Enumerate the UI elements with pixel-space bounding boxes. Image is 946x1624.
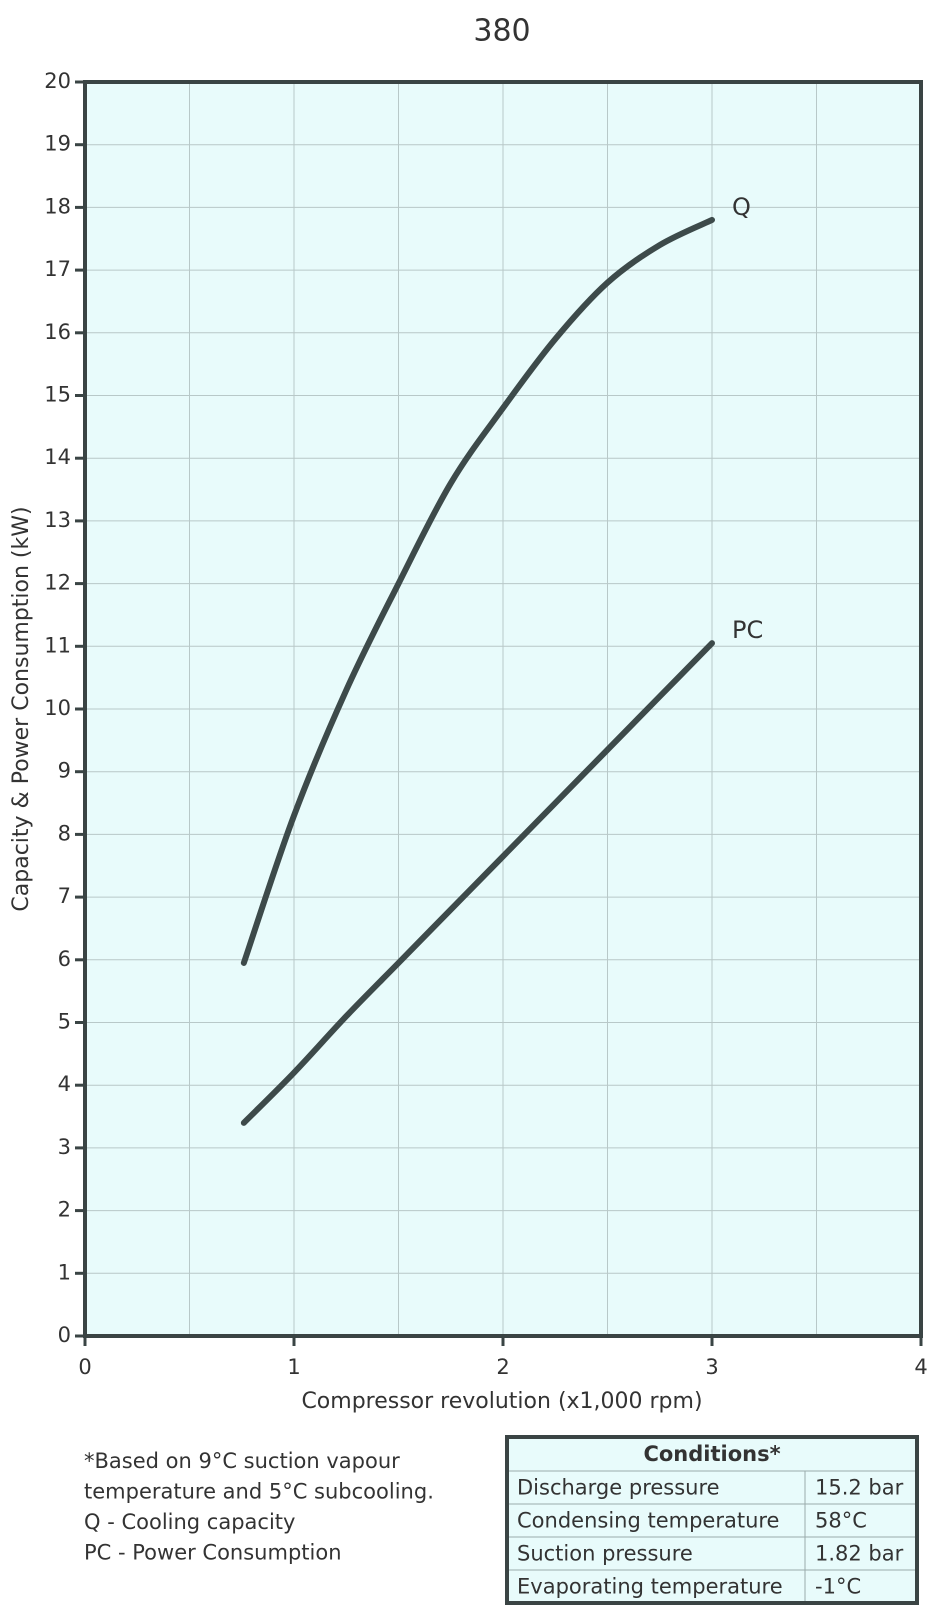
y-tick-label: 12 — [44, 571, 71, 595]
series-line — [240, 640, 715, 1126]
note-line: Q - Cooling capacity — [84, 1510, 295, 1534]
table-cell: 58°C — [815, 1509, 867, 1533]
y-tick-label: 6 — [58, 947, 71, 971]
table-cell: Evaporating temperature — [517, 1575, 783, 1599]
y-tick-label: 4 — [58, 1072, 71, 1096]
table-cell: 15.2 bar — [815, 1476, 904, 1500]
note-line: PC - Power Consumption — [84, 1541, 342, 1565]
x-tick-label: 4 — [914, 1355, 927, 1379]
series-label: PC — [732, 616, 763, 644]
x-tick-label: 0 — [78, 1355, 91, 1379]
chart-title: 380 — [473, 14, 530, 49]
table-background — [507, 1437, 917, 1603]
y-tick-label: 11 — [44, 633, 71, 657]
table-cell: Discharge pressure — [517, 1476, 720, 1500]
y-tick-label: 7 — [58, 884, 71, 908]
table-title: Conditions* — [643, 1442, 780, 1466]
y-tick-label: 9 — [58, 759, 71, 783]
y-tick-label: 10 — [44, 696, 71, 720]
series-label: Q — [732, 193, 751, 221]
x-tick-label: 1 — [287, 1355, 300, 1379]
y-tick-label: 5 — [58, 1010, 71, 1034]
x-tick-label: 3 — [705, 1355, 718, 1379]
table-cell: Condensing temperature — [517, 1509, 779, 1533]
note-line: temperature and 5°C subcooling. — [84, 1480, 434, 1504]
y-tick-label: 19 — [44, 132, 71, 156]
y-tick-label: 14 — [44, 445, 71, 469]
y-tick-label: 20 — [44, 69, 71, 93]
note-line: *Based on 9°C suction vapour — [84, 1449, 400, 1473]
y-tick-label: 1 — [58, 1260, 71, 1284]
y-tick-label: 18 — [44, 194, 71, 218]
y-tick-label: 3 — [58, 1135, 71, 1159]
y-tick-label: 13 — [44, 508, 71, 532]
y-axis-label: Capacity & Power Consumption (kW) — [9, 506, 34, 911]
y-tick-label: 8 — [58, 821, 71, 845]
table-cell: Suction pressure — [517, 1542, 693, 1566]
plot-frame — [83, 80, 923, 1338]
x-axis-label: Compressor revolution (x1,000 rpm) — [301, 1389, 702, 1414]
y-tick-label: 2 — [58, 1198, 71, 1222]
table-cell: 1.82 bar — [815, 1542, 904, 1566]
y-tick-label: 0 — [58, 1323, 71, 1347]
x-tick-label: 2 — [496, 1355, 509, 1379]
y-tick-label: 17 — [44, 257, 71, 281]
table-cell: -1°C — [815, 1575, 861, 1599]
table-frame — [505, 1435, 919, 1605]
series-line — [240, 216, 715, 966]
y-tick-label: 16 — [44, 320, 71, 344]
y-tick-label: 15 — [44, 383, 71, 407]
